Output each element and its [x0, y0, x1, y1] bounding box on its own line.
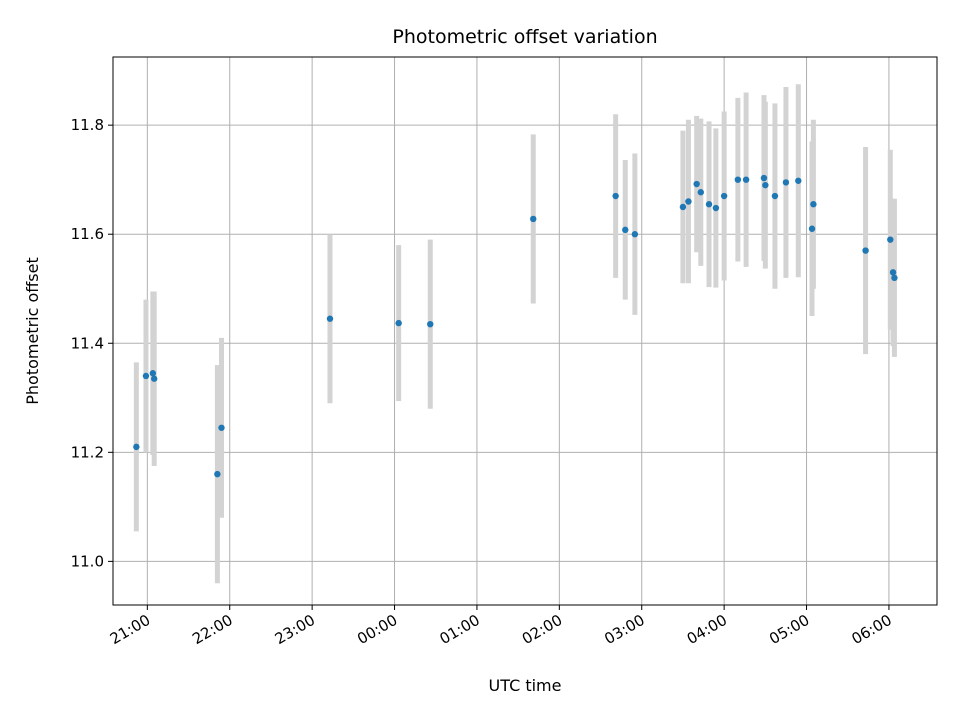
data-point: [693, 180, 700, 188]
data-point: [149, 370, 157, 377]
data-point: [891, 274, 898, 282]
data-point: [142, 372, 150, 380]
data-point: [734, 176, 742, 183]
y-tick-label: 11.0: [71, 552, 104, 570]
x-tick-label: 23:00: [272, 611, 318, 648]
x-tick-label: 01:00: [436, 611, 482, 648]
data-point: [887, 236, 894, 243]
data-point: [214, 470, 221, 478]
data-point: [762, 181, 769, 189]
data-point: [530, 215, 537, 223]
data-point: [697, 189, 704, 196]
chart-title: Photometric offset variation: [392, 26, 657, 48]
data-point: [889, 269, 897, 276]
data-point: [808, 225, 816, 232]
data-point: [326, 315, 334, 322]
y-tick-label: 11.8: [71, 116, 104, 134]
x-tick-label: 03:00: [601, 611, 647, 648]
data-point: [705, 201, 713, 208]
data-point: [862, 247, 869, 254]
y-tick-label: 11.6: [71, 225, 104, 243]
data-point: [720, 192, 728, 200]
data-point: [810, 201, 817, 208]
y-axis-title: Photometric offset: [23, 257, 42, 405]
data-point: [622, 226, 629, 234]
data-point: [395, 319, 402, 327]
data-point: [795, 177, 802, 184]
data-point: [612, 192, 619, 200]
x-tick-label: 21:00: [107, 611, 153, 648]
data-point: [712, 204, 720, 212]
data-point: [631, 231, 639, 238]
data-point: [218, 424, 225, 431]
x-axis-title: UTC time: [489, 676, 562, 695]
x-tick-label: 02:00: [519, 611, 565, 648]
x-tick-label: 06:00: [848, 611, 894, 648]
y-tick-label: 11.2: [71, 443, 104, 461]
data-point: [679, 203, 687, 211]
errorbar-layer: [133, 84, 897, 584]
data-point: [151, 375, 158, 382]
x-tick-label: 04:00: [684, 611, 730, 648]
x-tick-label: 22:00: [189, 611, 235, 648]
point-layer: [133, 174, 898, 478]
data-point: [133, 443, 140, 451]
data-point: [685, 198, 692, 205]
data-point: [760, 174, 768, 182]
data-point: [427, 320, 434, 328]
plot-frame: [112, 56, 938, 606]
tick-layer: 21:00 22:00 23:00 00:00 01:00 02:00 03:00 04:00…: [71, 116, 895, 648]
data-point: [782, 179, 790, 186]
data-point: [742, 176, 750, 183]
x-tick-label: 05:00: [766, 611, 812, 648]
x-tick-label: 00:00: [354, 611, 400, 648]
data-point: [771, 192, 779, 200]
y-tick-label: 11.4: [71, 334, 104, 352]
